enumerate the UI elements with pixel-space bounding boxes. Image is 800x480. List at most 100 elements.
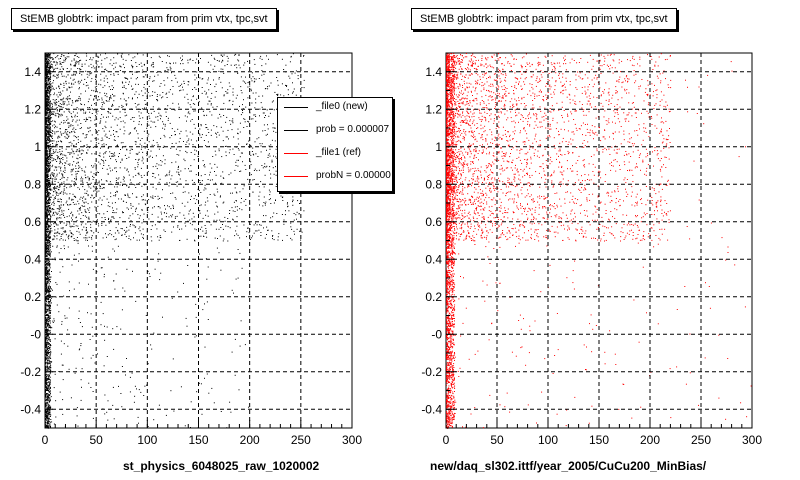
data-point (195, 229, 197, 231)
data-point (48, 238, 50, 239)
data-point (75, 168, 77, 169)
data-point (53, 175, 54, 177)
data-point (55, 108, 57, 110)
data-point (156, 163, 158, 165)
data-point (266, 55, 267, 57)
data-point (264, 204, 266, 206)
data-point (47, 326, 49, 328)
data-point (98, 66, 100, 68)
data-point (100, 118, 102, 120)
data-point (45, 152, 47, 154)
data-point (45, 375, 47, 377)
data-point (47, 105, 49, 107)
data-point (153, 80, 155, 82)
data-point (141, 138, 143, 139)
data-point (47, 116, 49, 118)
data-point (143, 213, 145, 215)
data-point (223, 238, 225, 240)
data-point (49, 185, 51, 187)
data-point (103, 101, 105, 103)
data-point (207, 141, 209, 143)
data-point (48, 166, 50, 167)
data-point (97, 60, 99, 62)
data-point (107, 234, 109, 236)
data-point (142, 156, 144, 158)
data-point (53, 191, 55, 193)
data-point (49, 288, 51, 289)
data-point (94, 123, 96, 125)
data-point (53, 201, 55, 203)
data-point (134, 168, 136, 170)
data-point (49, 141, 51, 143)
data-point (262, 167, 264, 169)
data-point (47, 368, 49, 370)
data-point (48, 124, 50, 126)
data-point (78, 63, 80, 65)
data-point (147, 92, 149, 93)
data-point (47, 218, 49, 220)
data-point (46, 80, 48, 82)
data-point (98, 225, 100, 227)
data-point (216, 166, 218, 168)
data-point (190, 152, 192, 153)
data-point (105, 53, 106, 55)
data-point (69, 111, 71, 113)
data-point (49, 211, 51, 213)
data-point (45, 210, 47, 212)
data-point (49, 208, 51, 210)
data-point (74, 74, 76, 76)
data-point (48, 184, 50, 186)
data-point (49, 91, 51, 93)
data-point (48, 270, 49, 272)
data-point (46, 211, 48, 213)
data-point (56, 74, 58, 76)
data-point (142, 158, 144, 160)
data-point (50, 211, 52, 213)
data-point (45, 59, 47, 61)
data-point (47, 221, 48, 223)
data-point (108, 107, 110, 109)
data-point (111, 155, 113, 157)
data-point (232, 210, 234, 212)
data-point (216, 60, 218, 61)
data-point (141, 71, 143, 73)
data-point (157, 144, 159, 146)
data-point (47, 370, 49, 371)
data-point (113, 133, 114, 135)
data-point (48, 73, 50, 75)
data-point (47, 334, 49, 336)
data-point (45, 379, 47, 381)
data-point (71, 104, 73, 106)
data-point (57, 140, 59, 142)
data-point (48, 121, 50, 123)
data-point (45, 404, 47, 406)
data-point (273, 155, 274, 157)
data-point (46, 298, 48, 300)
data-point (45, 188, 47, 190)
data-point (45, 290, 47, 292)
data-point (46, 99, 48, 101)
data-point (110, 220, 112, 222)
data-point (101, 224, 103, 226)
data-point (50, 86, 52, 88)
data-point (81, 229, 83, 231)
data-point (286, 85, 287, 87)
data-point (62, 174, 64, 176)
data-point (50, 73, 52, 75)
data-point (49, 339, 51, 341)
data-point (48, 324, 50, 326)
data-point (157, 216, 159, 218)
data-point (174, 217, 176, 219)
data-point (45, 359, 47, 361)
data-point (46, 274, 48, 276)
data-point (148, 141, 150, 143)
data-point (60, 166, 62, 168)
data-point (85, 177, 87, 179)
data-point (45, 369, 47, 371)
data-point (150, 236, 152, 238)
data-point (238, 64, 240, 66)
data-point (130, 220, 132, 222)
data-point (236, 159, 238, 161)
data-point (45, 292, 47, 293)
data-point (214, 237, 216, 239)
